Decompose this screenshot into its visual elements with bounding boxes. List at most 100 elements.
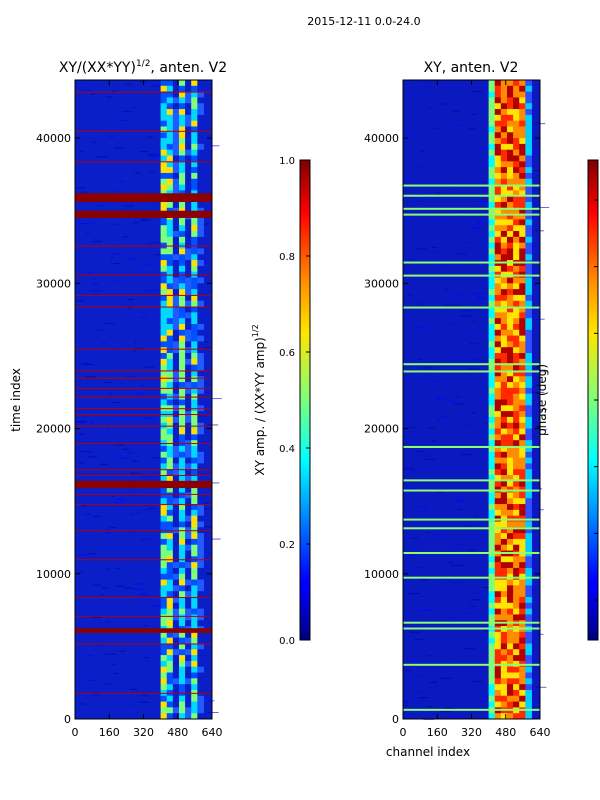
heatmap-cell (488, 585, 496, 592)
heatmap-cell (500, 643, 508, 650)
heatmap-cell (506, 567, 514, 575)
heatmap-cell (506, 364, 514, 371)
heatmap-cell (166, 509, 174, 517)
heatmap-cell (178, 550, 186, 557)
heatmap-cell (154, 254, 163, 256)
heatmap-cell (197, 521, 204, 528)
y-tick-label: 0 (392, 713, 399, 726)
heatmap-cell (185, 451, 192, 459)
heatmap-cell (451, 581, 462, 583)
heatmap-cell (191, 585, 198, 592)
heatmap-cell (513, 265, 520, 273)
heatmap-cell (178, 486, 186, 493)
heatmap-cell (197, 562, 204, 569)
heatmap-cell (494, 254, 502, 261)
heatmap-cell (160, 678, 168, 685)
heatmap-cell (513, 498, 520, 505)
flagged-row (75, 294, 212, 296)
heatmap-cell (160, 631, 168, 639)
flagged-row (75, 161, 212, 163)
heatmap-cell (488, 376, 496, 383)
heatmap-cell (191, 172, 198, 180)
heatmap-cell (525, 120, 532, 127)
heatmap-cell (197, 114, 204, 122)
heatmap-cell (417, 451, 425, 453)
heatmap-cell (519, 445, 526, 453)
heatmap-cell (525, 109, 532, 116)
heatmap-cell (414, 548, 419, 550)
heatmap-cell (488, 382, 496, 389)
heatmap-cell (506, 614, 514, 621)
amplitude-colorbar-gradient (299, 159, 311, 641)
heatmap-cell (185, 585, 192, 592)
heatmap-cell (494, 353, 502, 360)
heatmap-cell (125, 258, 137, 260)
heatmap-cell (494, 329, 502, 337)
heatmap-cell (166, 533, 174, 540)
heatmap-cell (185, 289, 192, 296)
heatmap-cell (506, 306, 514, 313)
heatmap-cell (513, 643, 520, 650)
heatmap-cell (519, 126, 526, 133)
heatmap-cell (178, 492, 186, 499)
heatmap-cell (166, 387, 174, 395)
heatmap-cell (506, 411, 514, 418)
heatmap-cell (494, 277, 502, 284)
heatmap-cell (185, 416, 192, 424)
heatmap-cell (476, 147, 488, 149)
amplitude-heatmap (75, 80, 222, 720)
heatmap-cell (519, 562, 526, 569)
heatmap-cell (519, 242, 526, 249)
heatmap-cell (500, 329, 508, 337)
heatmap-cell (442, 300, 447, 302)
heatmap-cell (166, 457, 174, 464)
heatmap-cell (506, 533, 514, 540)
heatmap-cell (441, 264, 453, 266)
heatmap-cell (206, 700, 215, 702)
heatmap-cell (513, 306, 520, 313)
heatmap-cell (513, 556, 520, 563)
heatmap-cell (197, 434, 204, 441)
heatmap-cell (455, 253, 467, 255)
heatmap-cell (166, 114, 174, 122)
heatmap-cell (185, 103, 192, 110)
heatmap-cell (528, 170, 540, 172)
heatmap-cell (133, 222, 138, 224)
heatmap-cell (488, 97, 496, 104)
heatmap-cell (519, 161, 526, 168)
heatmap-cell (191, 602, 198, 610)
heatmap-cell (178, 678, 186, 685)
heatmap-cell (185, 149, 192, 157)
heatmap-cell (488, 283, 496, 290)
heatmap-cell (185, 620, 192, 627)
heatmap-cell (144, 366, 154, 368)
heatmap-cell (519, 201, 526, 209)
heatmap-cell (494, 341, 502, 348)
heatmap-cell (178, 416, 186, 424)
heatmap-cell (166, 434, 174, 441)
heatmap-cell (506, 114, 514, 122)
heatmap-cell (178, 434, 186, 441)
heatmap-cell (466, 80, 473, 82)
heatmap-cell (525, 544, 532, 552)
heatmap-cell (513, 579, 520, 586)
heatmap-cell (172, 387, 180, 395)
heatmap-cell (172, 149, 180, 157)
heatmap-cell (513, 602, 520, 610)
heatmap-cell (488, 248, 496, 255)
heatmap-cell (525, 364, 532, 371)
heatmap-cell (519, 219, 526, 226)
heatmap-cell (519, 231, 526, 238)
heatmap-cell (513, 329, 520, 337)
heatmap-cell (506, 149, 514, 157)
heatmap-cell (123, 587, 133, 589)
heatmap-cell (433, 251, 442, 253)
heatmap-cell (506, 643, 514, 650)
heatmap-cell (403, 704, 409, 706)
heatmap-cell (405, 701, 409, 703)
heatmap-cell (445, 304, 458, 306)
heatmap-cell (500, 364, 508, 371)
heatmap-cell (513, 713, 520, 720)
heatmap-cell (525, 132, 532, 139)
heatmap-cell (185, 498, 192, 505)
